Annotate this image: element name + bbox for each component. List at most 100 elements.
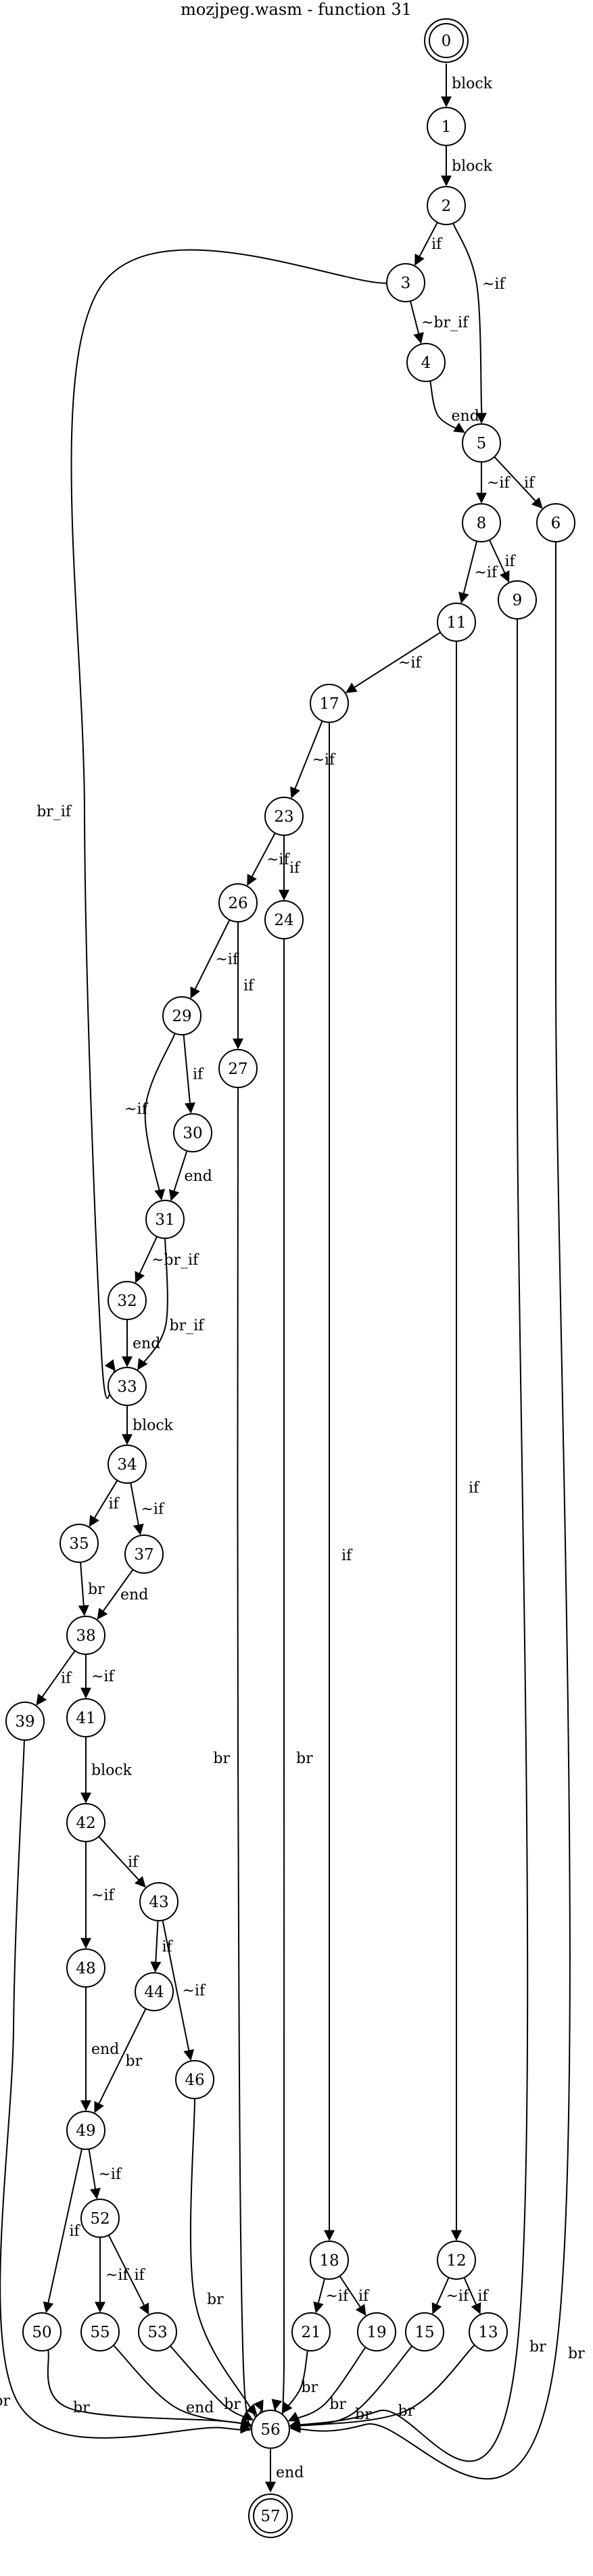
- edge-label-3-4: ~br_if: [421, 314, 469, 331]
- edge-label-53-56: br: [224, 2396, 241, 2413]
- node-1: 1: [427, 107, 466, 146]
- edge-label-33-34: block: [133, 1418, 174, 1434]
- node-circle-3: [386, 263, 425, 302]
- node-39: 39: [5, 1702, 45, 1741]
- node-label-6: 6: [551, 515, 561, 532]
- node-21: 21: [291, 2312, 331, 2351]
- node-label-37: 37: [134, 1546, 153, 1564]
- node-label-50: 50: [32, 2324, 51, 2341]
- edge-label-2-3: if: [431, 236, 443, 253]
- node-circle-23: [264, 797, 304, 836]
- edge-30-31: [168, 1150, 188, 1201]
- edge-label-9-56: br: [529, 2339, 546, 2356]
- node-circle-12: [437, 2241, 476, 2280]
- edge-label-29-30: if: [193, 1067, 204, 1083]
- edge-3-33: [70, 249, 387, 1399]
- node-label-1: 1: [442, 118, 452, 136]
- node-circle-42: [66, 1803, 105, 1842]
- edge-label-12-13: if: [478, 2288, 490, 2305]
- edge-label-24-56: br: [296, 1750, 313, 1767]
- node-circle-19: [357, 2312, 396, 2351]
- node-label-12: 12: [446, 2252, 466, 2270]
- node-27: 27: [218, 1049, 258, 1088]
- node-33: 33: [108, 1367, 147, 1406]
- node-34: 34: [108, 1445, 147, 1484]
- node-circle-44: [135, 1972, 174, 2011]
- edge-26-29: [190, 919, 231, 999]
- node-circle-50: [22, 2312, 62, 2351]
- edge-label-6-56: br: [568, 2345, 585, 2362]
- edge-label-23-24: if: [289, 860, 301, 877]
- node-inner-ring-0: [429, 23, 464, 58]
- node-label-19: 19: [366, 2324, 386, 2341]
- edge-43-44: [150, 1920, 162, 1973]
- node-38: 38: [66, 1616, 105, 1655]
- edge-12-15: [431, 2277, 450, 2315]
- node-label-43: 43: [149, 1894, 168, 1911]
- edge-label-43-46: ~if: [183, 1983, 206, 2000]
- node-19: 19: [357, 2312, 396, 2351]
- edge-label-17-18: if: [341, 1547, 353, 1564]
- node-50: 50: [22, 2312, 62, 2351]
- edge-19-56: [287, 2347, 366, 2422]
- edge-label-29-31: ~if: [124, 1101, 148, 1118]
- edge-label-23-26: ~if: [266, 851, 290, 868]
- node-49: 49: [66, 2111, 105, 2150]
- node-circle-21: [291, 2312, 331, 2351]
- node-circle-32: [108, 1281, 147, 1320]
- edges-layer: [0, 64, 571, 2493]
- edge-53-56: [170, 2345, 254, 2420]
- edge-label-42-43: if: [128, 1854, 139, 1871]
- node-4: 4: [406, 343, 446, 382]
- node-label-30: 30: [183, 1125, 202, 1142]
- edge-5-6: [494, 456, 543, 509]
- edge-49-52: [88, 2149, 101, 2199]
- edge-label-2-5: ~if: [482, 276, 506, 293]
- node-label-31: 31: [155, 1211, 174, 1229]
- node-label-17: 17: [319, 695, 339, 713]
- edge-label-55-56: end: [186, 2399, 214, 2416]
- node-24: 24: [264, 900, 304, 939]
- edge-6-56: [289, 541, 571, 2480]
- node-circle-8: [462, 503, 501, 542]
- node-label-18: 18: [319, 2252, 339, 2270]
- node-label-48: 48: [76, 1960, 95, 1977]
- node-44: 44: [135, 1972, 174, 2011]
- edge-31-32: [135, 1236, 158, 1284]
- edge-label-56-57: end: [276, 2464, 304, 2481]
- edge-label-50-56: br: [73, 2399, 90, 2416]
- edge-label-8-11: ~if: [475, 565, 498, 582]
- node-12: 12: [437, 2241, 476, 2280]
- node-37: 37: [124, 1535, 164, 1574]
- node-circle-18: [310, 2241, 349, 2280]
- edge-label-11-17: ~if: [398, 655, 422, 672]
- node-label-32: 32: [117, 1292, 137, 1310]
- node-53: 53: [138, 2312, 177, 2351]
- node-29: 29: [162, 996, 201, 1035]
- node-circle-56: [251, 2410, 290, 2449]
- node-circle-2: [427, 186, 466, 225]
- graph-title: mozjpeg.wasm - function 31: [181, 0, 412, 19]
- node-6: 6: [536, 503, 575, 542]
- edge-label-34-37: ~if: [141, 1501, 165, 1518]
- node-11: 11: [437, 603, 476, 642]
- node-label-9: 9: [513, 592, 523, 609]
- edge-11-17: [345, 632, 441, 693]
- node-circle-43: [139, 1882, 179, 1921]
- edge-3-4: [409, 300, 424, 344]
- edge-8-9: [488, 539, 510, 583]
- node-48: 48: [66, 1948, 105, 1988]
- node-circle-17: [310, 684, 349, 723]
- node-5: 5: [462, 423, 501, 463]
- node-circle-46: [175, 2060, 214, 2099]
- node-circle-6: [536, 503, 575, 542]
- node-circle-33: [108, 1367, 147, 1406]
- node-label-23: 23: [274, 808, 293, 826]
- edge-label-5-6: if: [524, 475, 536, 492]
- edge-21-56: [281, 2350, 308, 2414]
- node-15: 15: [405, 2312, 444, 2351]
- edge-37-38: [97, 1569, 134, 1620]
- node-label-8: 8: [477, 515, 487, 532]
- edge-42-43: [98, 1835, 146, 1888]
